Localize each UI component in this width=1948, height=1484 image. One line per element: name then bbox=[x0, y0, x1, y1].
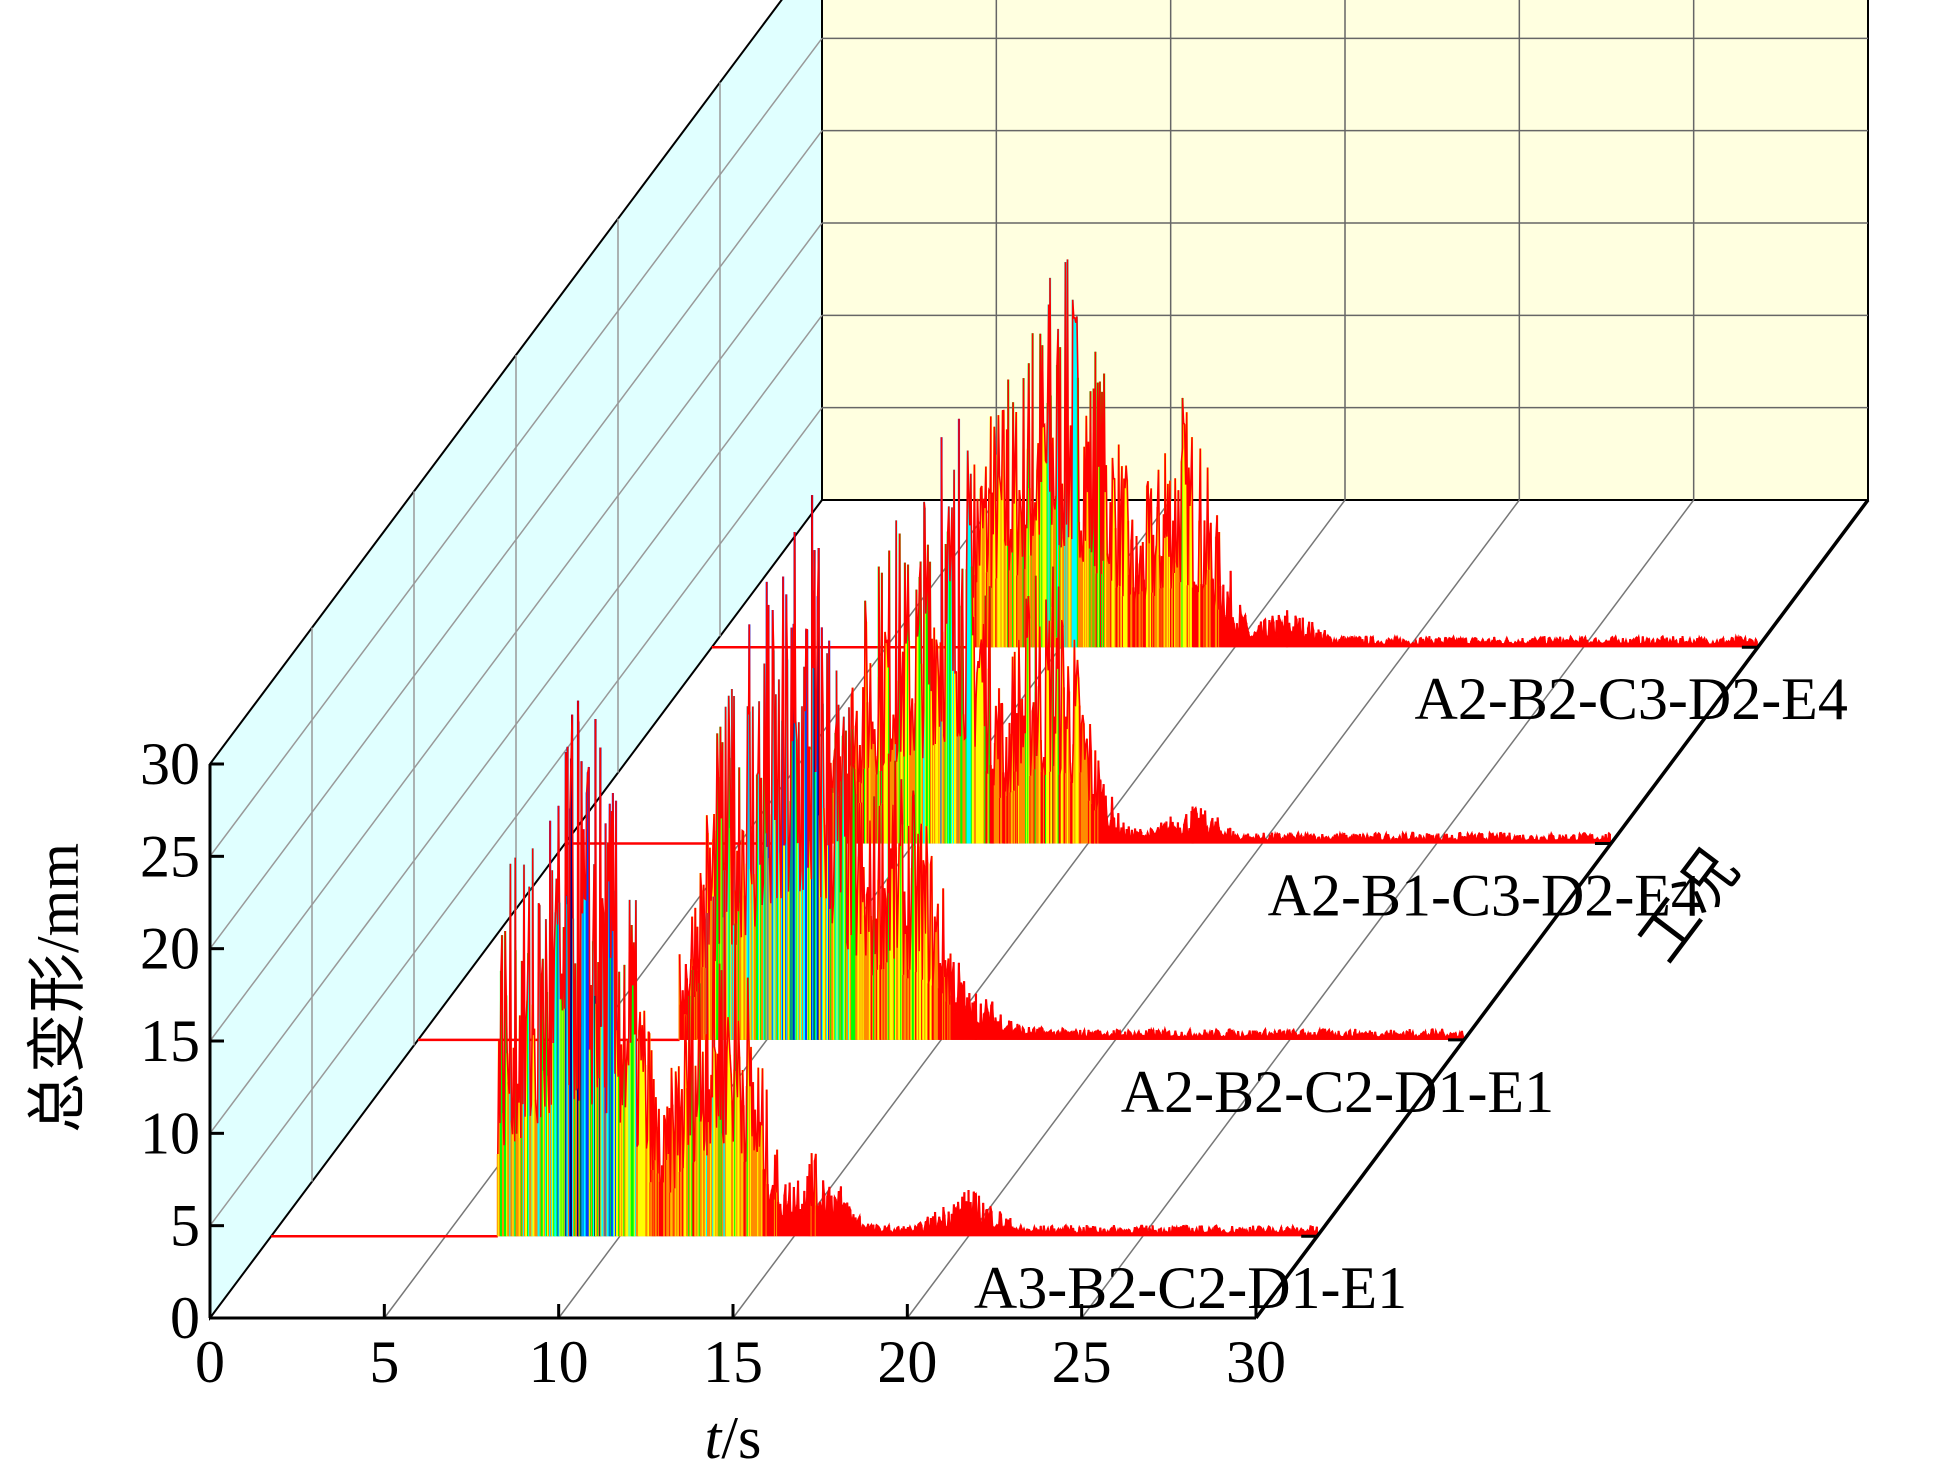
y-tick-label: 0 bbox=[170, 1285, 200, 1351]
chart-axes bbox=[208, 498, 1870, 1320]
series-label: A2-B2-C2-D1-E1 bbox=[1121, 1059, 1554, 1125]
series-line bbox=[497, 700, 1318, 1237]
floor-gridline bbox=[1081, 499, 1695, 1319]
series-label: A2-B2-C3-D2-E4 bbox=[1415, 666, 1848, 732]
x-tick-label: 0 bbox=[195, 1329, 225, 1395]
series-trace-A2-B1-C3-D2-E4 bbox=[564, 418, 1612, 845]
x-tick-label: 5 bbox=[369, 1329, 399, 1395]
x-tick-label: 20 bbox=[877, 1329, 937, 1395]
series-line bbox=[972, 259, 1758, 648]
y-tick-label: 20 bbox=[140, 916, 200, 982]
y-tick-label: 10 bbox=[140, 1100, 200, 1166]
floor-gridline bbox=[906, 499, 1520, 1319]
series-label: A3-B2-C2-D1-E1 bbox=[974, 1255, 1407, 1321]
series-trace-A3-B2-C2-D1-E1 bbox=[271, 700, 1318, 1238]
series-trace-A2-B2-C3-D2-E4 bbox=[711, 259, 1758, 649]
x-axis-title: t/s bbox=[705, 1405, 762, 1471]
y-tick-label: 25 bbox=[140, 823, 200, 889]
y-axis-title: 总变形/mm bbox=[25, 843, 91, 1133]
floor-gridline bbox=[383, 499, 997, 1319]
depth-axis-line bbox=[1254, 498, 1870, 1320]
x-tick-label: 25 bbox=[1052, 1329, 1112, 1395]
y-tick-label: 15 bbox=[140, 1008, 200, 1074]
x-axis-title-unit: /s bbox=[721, 1405, 761, 1471]
chart-series-group bbox=[271, 259, 1758, 1238]
x-tick-label: 15 bbox=[703, 1329, 763, 1395]
y-tick-label: 30 bbox=[140, 731, 200, 797]
x-tick-label: 10 bbox=[529, 1329, 589, 1395]
series-label: A2-B1-C3-D2-E4 bbox=[1268, 863, 1701, 929]
y-tick-label: 5 bbox=[170, 1193, 200, 1259]
chart-grid bbox=[209, 0, 1869, 1319]
x-axis-title-variable: t bbox=[705, 1405, 723, 1471]
x-tick-label: 30 bbox=[1226, 1329, 1286, 1395]
series-line bbox=[825, 418, 1611, 844]
series-line bbox=[678, 495, 1464, 1040]
